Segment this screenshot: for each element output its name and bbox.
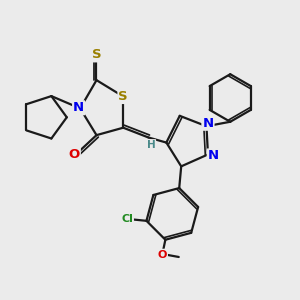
Text: S: S [92,48,101,62]
Text: S: S [118,90,128,103]
Text: H: H [146,140,155,150]
Text: O: O [158,250,167,260]
Text: N: N [73,101,84,114]
Text: O: O [69,148,80,161]
Text: N: N [208,149,219,162]
Text: N: N [202,117,214,130]
Text: Cl: Cl [121,214,133,224]
